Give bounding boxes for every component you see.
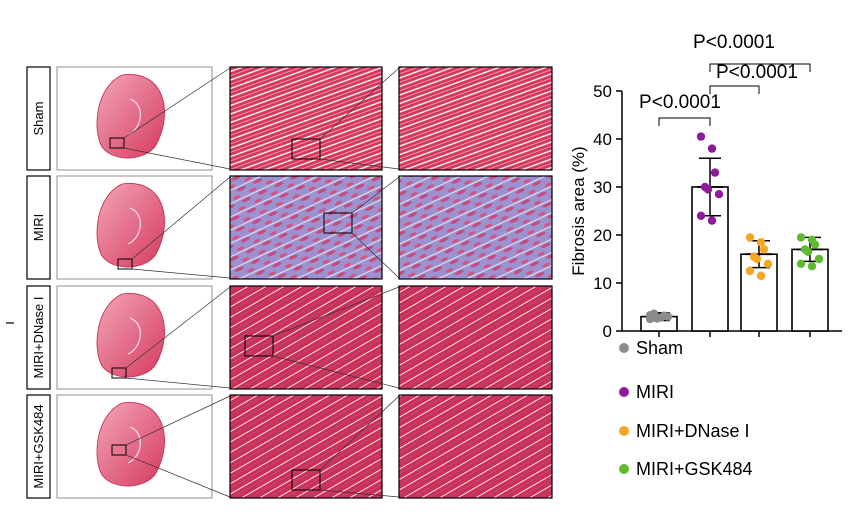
zoom-box <box>117 258 133 270</box>
data-point <box>710 168 720 177</box>
histology-panels: Sham MIRI MIRI+DNase I MIRI+GSK484 <box>26 66 553 499</box>
legend-label: MIRI <box>636 382 674 402</box>
data-point <box>752 254 762 264</box>
significance-bracket <box>658 117 711 126</box>
heart-section <box>96 183 165 268</box>
data-point <box>756 271 766 280</box>
zoom-line <box>131 176 231 260</box>
row-label: Sham <box>31 102 46 136</box>
ventricle-cavity <box>127 426 141 464</box>
data-point <box>796 259 806 268</box>
data-point <box>645 310 655 320</box>
data-point <box>652 314 662 323</box>
legend-marker <box>619 464 629 474</box>
zoom-line <box>131 268 231 279</box>
y-tick-label: 0 <box>603 322 612 341</box>
zoom-box <box>109 137 125 149</box>
histology-medium <box>229 175 383 280</box>
row-label-box <box>26 66 51 171</box>
data-point <box>745 233 755 242</box>
significance-label: P<0.0001 <box>716 62 798 83</box>
data-point <box>810 240 820 249</box>
data-point <box>663 312 673 321</box>
histology-medium <box>229 66 383 171</box>
histology-high <box>398 285 553 390</box>
significance-bracket <box>709 85 760 94</box>
histology-high <box>398 66 553 171</box>
row-label: MIRI+DNase I <box>31 297 46 379</box>
zoom-line <box>125 454 231 498</box>
legend-label: Sham <box>636 338 683 358</box>
heart-section <box>96 402 165 487</box>
legend-marker <box>619 426 629 436</box>
ventricle-cavity <box>127 207 141 245</box>
y-tick-label: 30 <box>593 178 612 197</box>
legend-marker <box>619 387 629 397</box>
zoom-line <box>123 67 231 139</box>
row-label-box <box>26 285 51 390</box>
data-point <box>814 254 824 264</box>
data-point <box>714 190 724 199</box>
data-point <box>703 185 713 194</box>
data-point <box>803 247 813 256</box>
significance-label: P<0.0001 <box>693 32 775 53</box>
legend-marker <box>619 343 629 353</box>
row-label-box <box>26 175 51 280</box>
zoom-line <box>272 355 400 389</box>
significance-bracket <box>709 63 811 72</box>
zoom-box <box>323 212 353 234</box>
zoom-line <box>125 286 231 369</box>
panel-row: MIRI+DNase I <box>26 285 553 390</box>
histology-medium <box>229 394 383 499</box>
histology-high <box>398 394 553 499</box>
data-point <box>696 211 706 220</box>
zoom-box <box>291 469 321 491</box>
y-axis-label: Fibrosis area (%) <box>569 146 588 275</box>
y-tick-label: 20 <box>593 226 612 245</box>
data-point <box>807 262 817 271</box>
zoom-line <box>125 395 231 446</box>
heart-section <box>96 293 165 378</box>
panel-row: MIRI <box>26 175 553 280</box>
data-point <box>796 233 806 242</box>
legend-label: MIRI+DNase I <box>636 421 750 441</box>
y-tick-label: 50 <box>593 82 612 101</box>
legend-label: MIRI+GSK484 <box>636 459 753 479</box>
significance-label: P<0.0001 <box>639 92 721 113</box>
fibrosis-bar-chart: 0 10 20 30 40 50 Fibrosis area (%) P<0.0001 P<0.… <box>569 32 842 479</box>
data-point <box>756 238 766 247</box>
data-point <box>759 245 769 254</box>
zoom-line <box>319 489 400 498</box>
y-tick-label: 10 <box>593 274 612 293</box>
zoom-line <box>123 147 231 170</box>
row-label: MIRI <box>31 214 46 241</box>
zoom-line <box>125 377 231 389</box>
zoom-box <box>244 335 274 357</box>
zoom-line <box>351 176 400 214</box>
zoom-line <box>351 232 400 279</box>
panel-row: MIRI+GSK484 <box>26 394 553 499</box>
data-point <box>745 266 755 276</box>
row-label-box <box>26 394 51 499</box>
data-point <box>763 259 773 268</box>
zoom-box <box>111 444 127 456</box>
ventricle-cavity <box>127 317 141 355</box>
zoom-line <box>319 158 400 170</box>
y-tick-label: 40 <box>593 130 612 149</box>
histology-high <box>398 175 553 280</box>
data-point <box>707 144 717 153</box>
data-point <box>696 132 706 141</box>
zoom-line <box>319 67 400 140</box>
zoom-line <box>319 395 400 471</box>
zoom-line <box>272 286 400 337</box>
histology-medium <box>229 285 383 390</box>
panel-row: Sham <box>26 66 553 171</box>
zoom-box <box>111 367 127 379</box>
row-label: MIRI+GSK484 <box>31 404 46 488</box>
zoom-box <box>291 138 321 160</box>
heart-section <box>96 74 165 159</box>
data-point <box>707 216 717 225</box>
